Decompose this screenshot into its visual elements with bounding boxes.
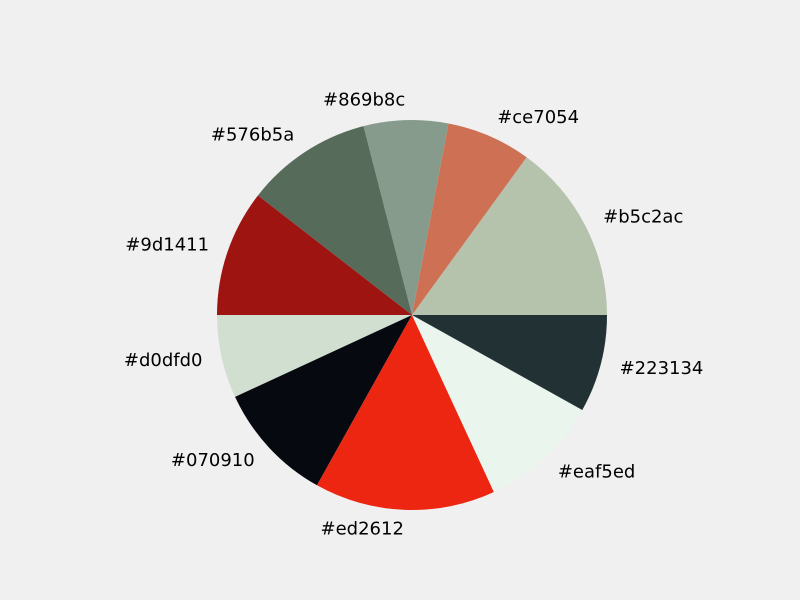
slice-label: #ed2612: [321, 518, 404, 539]
pie-slice: [235, 315, 412, 486]
pie-slice: [217, 195, 412, 315]
slice-label: #d0dfd0: [124, 350, 203, 371]
pie-slice: [412, 315, 607, 411]
pie-labels: #b5c2ac #ce7054 #869b8c #576b5a #9d1411 #d0df…: [124, 90, 703, 540]
slice-label: #576b5a: [211, 125, 294, 146]
pie-slice: [257, 126, 412, 315]
slice-label: #b5c2ac: [603, 207, 683, 228]
slice-label: #9d1411: [125, 235, 209, 256]
slice-label: #ce7054: [497, 107, 579, 128]
slice-label: #869b8c: [323, 90, 405, 111]
slice-label: #070910: [171, 450, 255, 471]
pie-slice: [217, 315, 412, 397]
pie-slice: [316, 315, 494, 511]
slice-label: #eaf5ed: [558, 461, 635, 482]
pie-slice: [363, 120, 449, 315]
pie-slice: [412, 315, 583, 492]
pie-slice: [412, 157, 607, 315]
pie-slice: [412, 123, 527, 316]
pie-slices: [217, 120, 607, 511]
slice-label: #223134: [620, 358, 704, 379]
